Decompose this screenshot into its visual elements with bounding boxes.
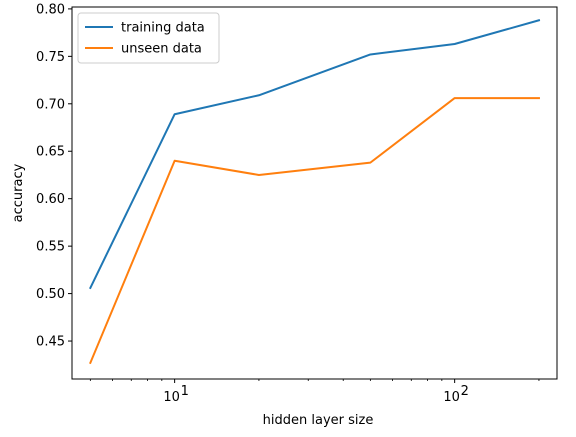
plot-area bbox=[72, 7, 557, 379]
legend-label-unseen: unseen data bbox=[121, 42, 202, 57]
x-tick-label: 10 bbox=[163, 390, 180, 405]
x-tick-label-exponent: 2 bbox=[461, 384, 469, 399]
series-line-1 bbox=[89, 97, 540, 365]
y-tick-label: 0.80 bbox=[36, 2, 65, 17]
legend-label-training: training data bbox=[121, 21, 205, 36]
y-axis-ticks: 0.45 0.50 0.55 0.60 0.65 0.70 0.75 0.80 bbox=[36, 2, 72, 350]
y-tick-label: 0.50 bbox=[36, 287, 65, 302]
y-tick-label: 0.55 bbox=[36, 240, 65, 255]
y-tick-label: 0.60 bbox=[36, 192, 65, 207]
legend: training data unseen data bbox=[77, 12, 220, 64]
x-axis-ticks: 10 1 10 2 bbox=[89, 379, 540, 405]
y-axis-label: accuracy bbox=[11, 163, 26, 222]
y-tick-label: 0.65 bbox=[36, 145, 65, 160]
plot-frame bbox=[71, 6, 558, 380]
x-tick-label-exponent: 1 bbox=[181, 384, 189, 399]
series-layer bbox=[89, 19, 541, 365]
legend-box bbox=[77, 12, 220, 64]
y-tick-label: 0.70 bbox=[36, 97, 65, 112]
x-tick-label: 10 bbox=[443, 390, 460, 405]
series-line-0 bbox=[89, 19, 541, 290]
y-tick-label: 0.75 bbox=[36, 50, 65, 65]
x-axis-label: hidden layer size bbox=[263, 413, 374, 428]
y-tick-label: 0.45 bbox=[36, 335, 65, 350]
